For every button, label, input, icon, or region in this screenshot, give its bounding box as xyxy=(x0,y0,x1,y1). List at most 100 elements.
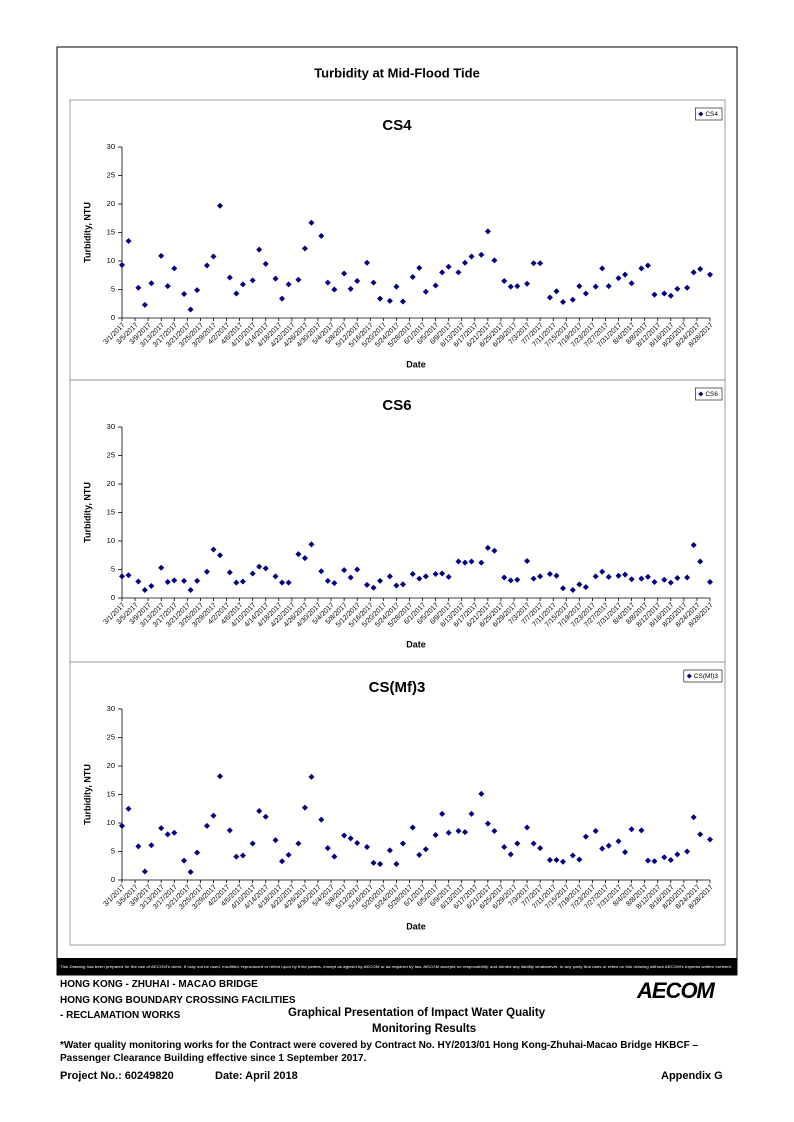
data-point xyxy=(707,271,713,278)
data-point xyxy=(697,831,704,838)
project-line: HONG KONG BOUNDARY CROSSING FACILITIES xyxy=(60,995,296,1006)
data-point xyxy=(331,580,338,587)
data-point xyxy=(210,253,217,260)
data-point xyxy=(409,824,416,831)
data-point xyxy=(262,260,269,267)
data-point xyxy=(135,284,142,291)
data-point xyxy=(599,265,606,272)
data-point xyxy=(377,861,384,868)
data-point xyxy=(347,285,354,292)
data-point xyxy=(301,245,308,252)
data-point xyxy=(279,579,286,586)
date: Date: April 2018 xyxy=(215,1070,298,1082)
data-point xyxy=(318,816,325,823)
data-point xyxy=(651,291,658,298)
data-point xyxy=(439,570,446,577)
data-point xyxy=(308,541,315,548)
data-point xyxy=(148,583,155,590)
data-point xyxy=(187,587,194,594)
data-point xyxy=(439,810,446,817)
data-point xyxy=(256,246,263,253)
data-point xyxy=(324,845,331,852)
data-point xyxy=(125,805,132,812)
y-tick-label: 25 xyxy=(107,732,115,741)
y-tick-label: 0 xyxy=(111,313,115,322)
data-point xyxy=(667,579,674,586)
data-point xyxy=(553,288,560,295)
chart-title: CS(Mf)3 xyxy=(369,679,426,696)
data-point xyxy=(530,260,537,267)
y-tick-label: 0 xyxy=(111,875,115,884)
data-point xyxy=(256,808,263,815)
data-point xyxy=(370,859,377,866)
y-tick-label: 15 xyxy=(107,227,115,236)
data-point xyxy=(576,283,583,290)
data-point xyxy=(605,573,612,580)
data-point xyxy=(560,585,566,592)
data-point xyxy=(164,283,171,290)
y-tick-label: 25 xyxy=(107,170,115,179)
data-point xyxy=(507,577,514,584)
data-point xyxy=(181,577,188,584)
data-point xyxy=(422,846,429,853)
data-point xyxy=(217,552,223,559)
data-point xyxy=(667,292,674,299)
legend: CS4 xyxy=(695,107,723,121)
legend-label: CS6 xyxy=(705,391,718,398)
data-point xyxy=(354,839,361,846)
y-tick-label: 25 xyxy=(107,450,115,459)
data-point xyxy=(605,283,612,290)
data-point xyxy=(484,228,491,235)
data-point xyxy=(187,306,194,313)
data-point xyxy=(135,843,142,850)
data-point xyxy=(697,265,704,272)
data-point xyxy=(622,571,629,578)
data-point xyxy=(399,298,406,305)
chart-panel xyxy=(69,99,726,381)
data-point xyxy=(605,842,612,849)
data-point xyxy=(553,857,560,864)
data-point xyxy=(524,557,531,564)
data-point xyxy=(194,287,201,294)
data-point xyxy=(537,573,544,580)
data-point xyxy=(455,827,462,834)
data-point xyxy=(272,275,279,282)
data-point xyxy=(514,576,521,583)
data-point xyxy=(239,578,246,585)
data-point xyxy=(386,297,393,304)
data-point xyxy=(308,219,315,226)
data-point xyxy=(644,262,651,269)
data-point xyxy=(148,280,155,287)
data-point xyxy=(233,579,240,586)
y-tick-label: 20 xyxy=(107,761,115,770)
data-point xyxy=(422,288,429,295)
data-point xyxy=(354,277,361,284)
data-point xyxy=(125,238,132,245)
data-point xyxy=(661,854,668,861)
data-point xyxy=(638,575,645,582)
data-point xyxy=(432,831,439,838)
data-point xyxy=(468,253,475,260)
data-point xyxy=(439,269,446,276)
data-point xyxy=(295,551,302,558)
data-point xyxy=(416,851,423,858)
data-point xyxy=(530,840,537,847)
data-point xyxy=(181,291,188,298)
data-point xyxy=(295,276,302,283)
data-point xyxy=(599,568,606,575)
data-point xyxy=(622,271,629,278)
doc-title: Monitoring Results xyxy=(372,1023,477,1035)
data-point xyxy=(501,843,508,850)
logo: AECOM xyxy=(637,978,715,1003)
data-point xyxy=(341,832,348,839)
y-tick-label: 30 xyxy=(107,422,115,431)
x-axis-label: Date xyxy=(406,359,426,369)
data-point xyxy=(347,574,354,581)
data-point xyxy=(217,773,223,780)
data-point xyxy=(226,827,233,834)
data-point xyxy=(615,275,622,282)
data-point xyxy=(690,541,697,548)
data-point xyxy=(422,573,429,580)
data-point xyxy=(592,573,599,580)
